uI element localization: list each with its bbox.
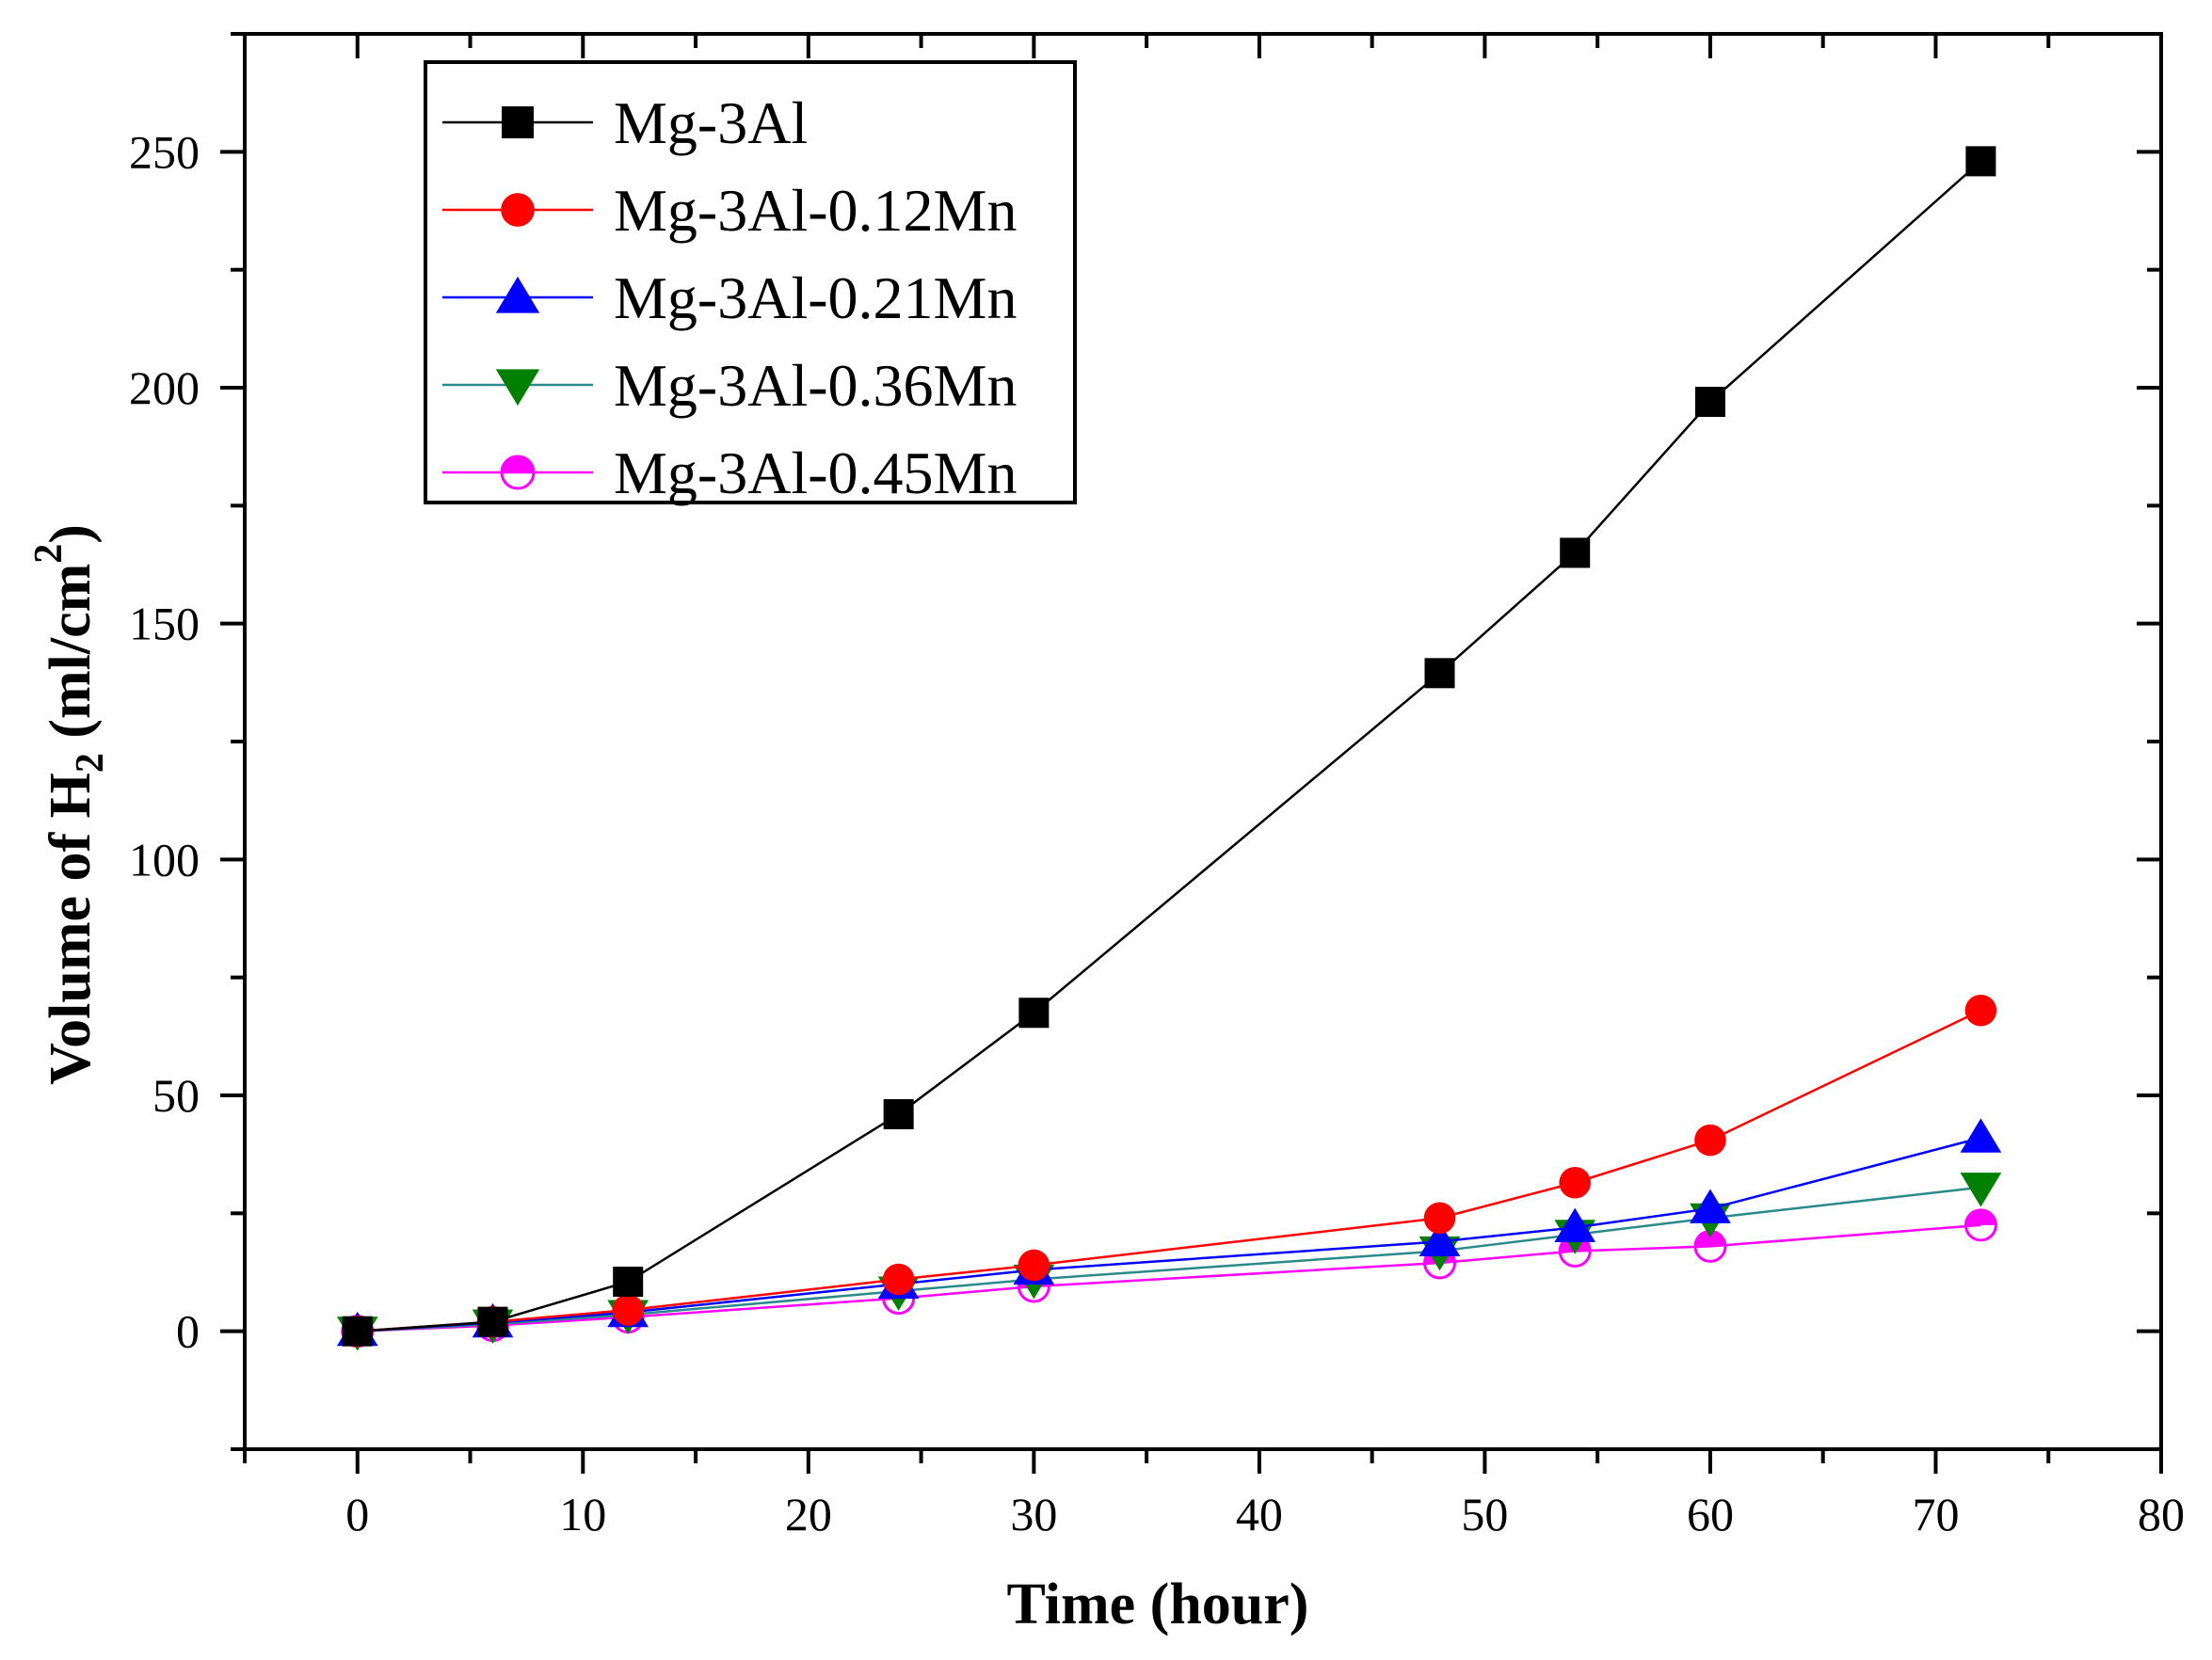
data-point (1964, 994, 1997, 1027)
x-tick-label: 70 (1912, 1488, 1959, 1540)
data-point (613, 1267, 644, 1298)
data-point (1560, 537, 1591, 568)
y-tick-label: 0 (176, 1305, 200, 1358)
legend-label: Mg-3Al-0.12Mn (614, 177, 1017, 244)
legend-marker-outline (500, 455, 536, 490)
x-tick-label: 60 (1687, 1488, 1734, 1540)
data-point (1018, 1249, 1050, 1282)
y-axis-title-unit: (ml/cm (39, 564, 103, 753)
series-1 (341, 994, 1997, 1348)
data-point (1965, 146, 1996, 177)
legend-label: Mg-3Al-0.45Mn (614, 439, 1017, 506)
data-point (1559, 1166, 1592, 1199)
data-point (1419, 1221, 1461, 1257)
x-tick-label: 30 (1010, 1488, 1057, 1540)
y-tick-label: 100 (129, 833, 200, 886)
axes: 0 10 20 30 40 50 60 70 80 0 50 100 150 200 250 (129, 32, 2185, 1540)
x-tick-label: 0 (345, 1488, 369, 1540)
x-axis-title: Time (hour) (1007, 1572, 1309, 1636)
data-point (883, 1099, 914, 1130)
y-axis-title-subscript: 2 (69, 753, 112, 773)
legend-marker (495, 276, 540, 313)
y-axis-title-main: Volume of H (39, 773, 103, 1085)
x-tick-label: 40 (1236, 1488, 1283, 1540)
data-point (1424, 658, 1455, 689)
data-point (477, 1306, 508, 1337)
legend-label: Mg-3Al-0.36Mn (614, 352, 1017, 419)
data-point (1964, 1208, 1997, 1242)
data-point (882, 1263, 915, 1296)
x-tick-label: 20 (785, 1488, 832, 1540)
data-point (1690, 1189, 1731, 1223)
y-tick-label: 150 (129, 598, 200, 650)
y-tick-label: 200 (129, 361, 200, 414)
legend-marker-top (502, 456, 534, 472)
data-point-outline (1964, 1208, 1997, 1242)
data-point (1554, 1207, 1596, 1242)
y-axis-title: Volume of H2 (ml/cm2) (27, 524, 112, 1085)
data-point (1423, 1202, 1456, 1235)
x-tick-label: 80 (2138, 1488, 2185, 1540)
x-tick-label: 50 (1461, 1488, 1508, 1540)
legend-label: Mg-3Al-0.21Mn (614, 264, 1017, 331)
x-tick-label: 10 (559, 1488, 606, 1540)
legend-marker (495, 369, 540, 407)
y-axis-title-close: ) (39, 524, 103, 544)
data-point (1018, 998, 1050, 1029)
legend-label: Mg-3Al (614, 89, 808, 156)
y-tick-label: 50 (152, 1069, 200, 1122)
legend-marker (501, 193, 535, 227)
data-point-top (1965, 1209, 1996, 1225)
legend-marker (500, 455, 536, 490)
series-0 (342, 146, 1996, 1347)
y-tick-label: 250 (129, 125, 200, 178)
data-point (342, 1316, 373, 1347)
data-point (612, 1294, 644, 1326)
data-point (1694, 387, 1725, 418)
legend-marker (502, 106, 534, 138)
data-point (1694, 1124, 1726, 1157)
legend: Mg-3Al Mg-3Al-0.12Mn Mg-3Al-0.21Mn Mg-3Al-0… (424, 60, 1077, 506)
data-point (1960, 1118, 2002, 1153)
data-point (1960, 1173, 2002, 1207)
plot-area (336, 146, 2002, 1351)
y-axis-title-superscript: 2 (27, 544, 71, 564)
data-point-top (1694, 1231, 1725, 1247)
